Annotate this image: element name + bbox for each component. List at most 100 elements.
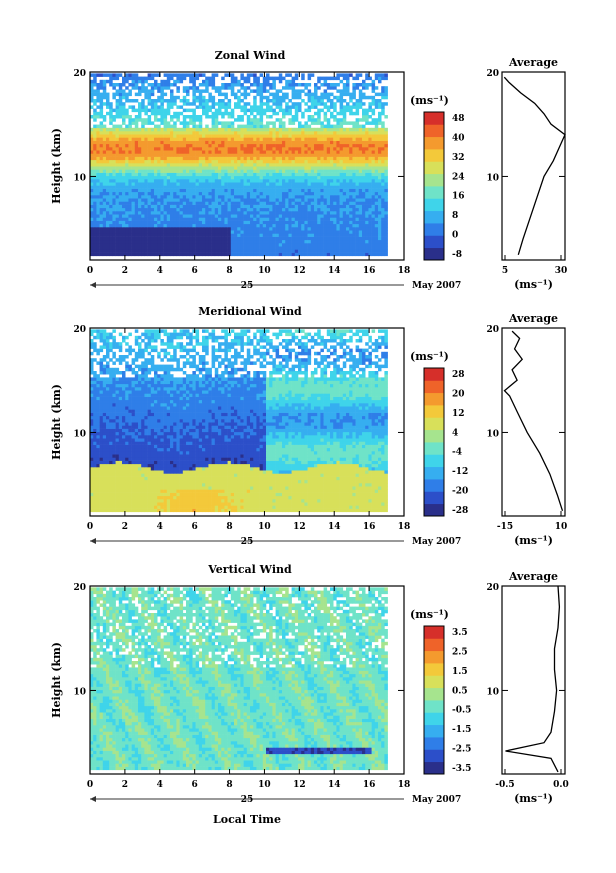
heatmap-cell [189, 143, 193, 148]
heatmap-cell [170, 89, 174, 93]
heatmap-cell [230, 505, 235, 509]
heatmap-cell [118, 188, 123, 193]
heatmap-cell [128, 179, 132, 183]
heatmap-cell [211, 198, 216, 202]
heatmap-cell [278, 207, 283, 212]
heatmap-cell [96, 83, 100, 87]
heatmap-cell [106, 169, 110, 173]
heatmap-cell [134, 76, 139, 81]
heatmap-cell [147, 211, 152, 215]
heatmap-cell [90, 211, 94, 215]
heatmap-cell [189, 246, 193, 250]
heatmap-cell [218, 217, 222, 221]
heatmap-cell [346, 86, 350, 90]
heatmap-cell [173, 175, 177, 180]
heatmap-cell [278, 249, 283, 253]
heatmap-cell [195, 86, 200, 90]
heatmap-cell [102, 246, 107, 250]
heatmap-cell [93, 143, 97, 148]
heatmap-cell [131, 172, 136, 177]
heatmap-cell [230, 236, 235, 241]
heatmap-cell [192, 166, 196, 170]
heatmap-cell [307, 505, 312, 509]
heatmap-cell [125, 86, 129, 90]
heatmap-cell [221, 153, 225, 157]
heatmap-cell [381, 243, 385, 247]
heatmap-cell [90, 105, 94, 109]
heatmap-cell [301, 239, 305, 244]
heatmap-cell [170, 185, 174, 189]
colorbar-segment [424, 198, 444, 212]
heatmap-cell [301, 89, 305, 93]
heatmap-cell [150, 169, 155, 173]
heatmap-cell [96, 252, 100, 257]
heatmap-cell [128, 76, 132, 81]
heatmap-cell [301, 246, 305, 250]
heatmap-cell [106, 153, 110, 157]
heatmap-cell [173, 111, 177, 116]
heatmap-cell [314, 252, 318, 257]
heatmap-cell [278, 121, 283, 125]
heatmap-cell [93, 131, 97, 135]
heatmap-cell [342, 243, 347, 247]
heatmap-cell [230, 220, 235, 225]
heatmap-cell [349, 220, 353, 225]
heatmap-cell [282, 227, 286, 231]
heatmap-cell [358, 140, 363, 145]
heatmap-cell [112, 505, 116, 509]
heatmap-cell [224, 198, 228, 202]
heatmap-cell [298, 108, 302, 113]
heatmap-cell [368, 134, 372, 138]
heatmap-cell [131, 156, 136, 161]
heatmap-cell [224, 252, 228, 257]
heatmap-cell [138, 105, 142, 109]
heatmap-cell [224, 204, 228, 209]
heatmap-cell [349, 505, 353, 509]
heatmap-cell [358, 159, 363, 164]
heatmap-cell [259, 249, 264, 253]
heatmap-cell [368, 115, 372, 119]
heatmap-cell [214, 159, 219, 164]
heatmap-cell [106, 211, 110, 215]
heatmap-cell [317, 230, 321, 234]
heatmap-cell [371, 249, 376, 253]
heatmap-cell [131, 153, 136, 157]
heatmap-cell [320, 188, 324, 193]
heatmap-cell [198, 134, 203, 138]
heatmap-cell [298, 227, 302, 231]
heatmap-cell [218, 140, 222, 145]
heatmap-cell [214, 169, 219, 173]
heatmap-cell [147, 140, 152, 145]
heatmap-cell [163, 150, 168, 154]
heatmap-cell [378, 134, 382, 138]
heatmap-cell [99, 115, 104, 119]
heatmap-cell [298, 131, 302, 135]
heatmap-cell [131, 131, 136, 135]
heatmap-cell [138, 118, 142, 122]
heatmap-cell [310, 147, 315, 151]
heatmap-cell [326, 211, 331, 215]
heatmap-cell [310, 508, 315, 513]
heatmap-cell [336, 204, 340, 209]
heatmap-cell [150, 182, 155, 186]
heatmap-cell [96, 211, 100, 215]
heatmap-cell [182, 188, 187, 193]
heatmap-cell [170, 150, 174, 154]
heatmap-cell [314, 188, 318, 193]
heatmap-cell [346, 508, 350, 513]
heatmap-cell [189, 102, 193, 106]
heatmap-cell [134, 214, 139, 218]
heatmap-cell [339, 169, 344, 173]
heatmap-cell [336, 83, 340, 87]
heatmap-cell [266, 185, 270, 189]
average-x-tick-label: 30 [555, 266, 568, 276]
heatmap-cell [131, 143, 136, 148]
heatmap-cell [269, 230, 273, 234]
heatmap-cell [157, 230, 161, 234]
heatmap-cell [246, 86, 251, 90]
heatmap-cell [179, 223, 184, 228]
heatmap-cell [99, 79, 104, 84]
heatmap-cell [259, 246, 264, 250]
heatmap-cell [179, 182, 184, 186]
heatmap-cell [371, 198, 376, 202]
